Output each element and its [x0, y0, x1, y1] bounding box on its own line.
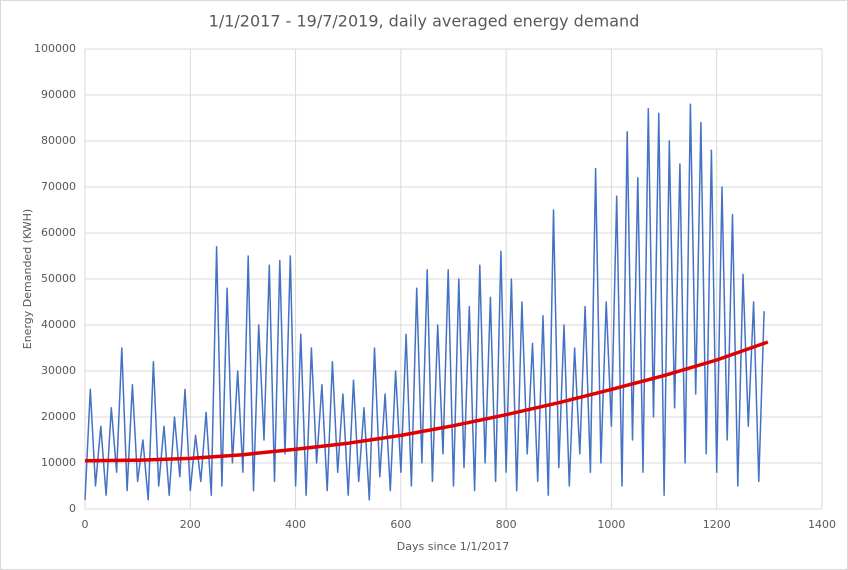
x-tick-label: 600	[390, 518, 411, 531]
x-tick-label: 800	[496, 518, 517, 531]
x-tick-label: 200	[180, 518, 201, 531]
y-tick-label: 20000	[41, 410, 76, 423]
y-tick-label: 50000	[41, 272, 76, 285]
y-tick-label: 40000	[41, 318, 76, 331]
y-tick-label: 10000	[41, 456, 76, 469]
x-tick-label: 1000	[597, 518, 625, 531]
x-tick-label: 1400	[808, 518, 836, 531]
chart-title: 1/1/2017 - 19/7/2019, daily averaged ene…	[209, 12, 640, 31]
y-tick-label: 0	[69, 502, 76, 515]
y-tick-label: 30000	[41, 364, 76, 377]
y-axis-label: Energy Demanded (KWH)	[21, 209, 34, 349]
y-tick-label: 90000	[41, 88, 76, 101]
series-line	[84, 340, 769, 463]
x-tick-label: 1200	[703, 518, 731, 531]
y-tick-label: 70000	[41, 180, 76, 193]
y-tick-label: 100000	[34, 42, 76, 55]
x-axis-label: Days since 1/1/2017	[397, 540, 509, 553]
y-tick-label: 60000	[41, 226, 76, 239]
x-tick-label: 400	[285, 518, 306, 531]
y-tick-label: 80000	[41, 134, 76, 147]
x-tick-label: 0	[82, 518, 89, 531]
